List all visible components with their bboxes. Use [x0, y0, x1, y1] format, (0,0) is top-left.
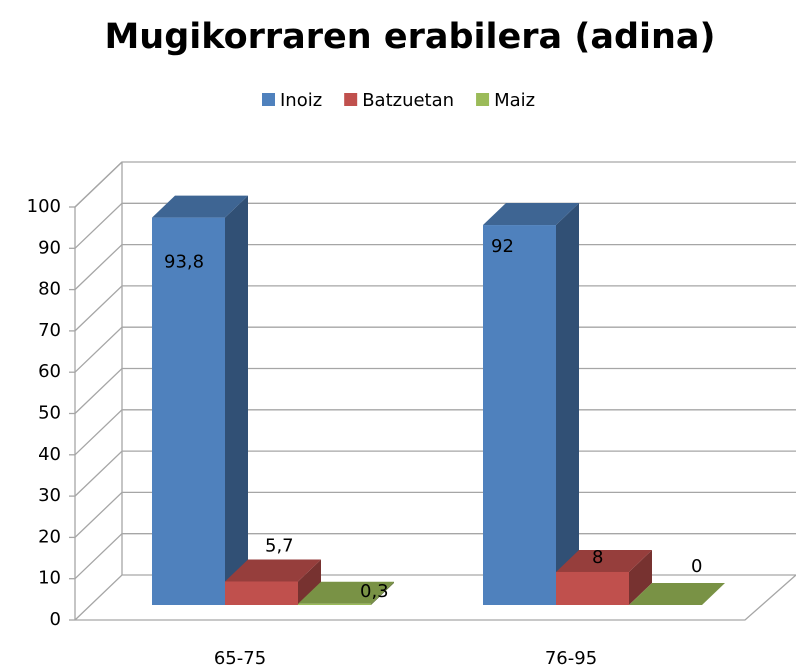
y-tick-label: 80: [38, 279, 61, 300]
y-tick-label: 30: [38, 485, 61, 506]
bar: [298, 603, 371, 605]
bar-top: [556, 549, 652, 572]
bar-side: [371, 581, 394, 605]
bar-side: [556, 203, 579, 606]
legend-swatch: [476, 93, 490, 106]
legend-swatch: [262, 93, 275, 106]
bar-side: [225, 195, 248, 605]
x-tick-label: 65-75: [214, 648, 266, 669]
data-label: 5,7: [265, 535, 294, 556]
y-tick-label: 60: [38, 361, 61, 382]
bar: [556, 571, 629, 605]
y-tick-label: 100: [27, 196, 61, 217]
x-tick-label: 76-95: [545, 648, 597, 669]
bar-top: [629, 583, 725, 605]
y-tick-label: 40: [38, 444, 61, 465]
y-tick-label: 70: [38, 320, 61, 341]
data-label: 0,3: [360, 581, 389, 602]
bar: [152, 217, 225, 605]
data-label: 92: [491, 236, 514, 257]
data-label: 8: [592, 547, 603, 568]
chart-title: Mugikorraren erabilera (adina): [104, 17, 715, 57]
y-tick-label: 90: [38, 237, 61, 258]
bar-top: [298, 581, 394, 604]
y-tick-label: 50: [38, 403, 61, 424]
legend-label: Batzuetan: [362, 90, 454, 111]
bar: [483, 225, 556, 606]
y-tick-label: 10: [38, 568, 61, 589]
data-label: 93,8: [164, 252, 204, 273]
bar-top: [152, 195, 248, 218]
y-tick-label: 0: [50, 609, 61, 630]
bar: [225, 581, 298, 605]
legend-label: Inoiz: [280, 90, 322, 111]
data-label: 0: [691, 556, 702, 577]
bar-top: [483, 203, 579, 226]
grid-line: [74, 161, 796, 208]
bar-top: [225, 559, 321, 582]
bar-side: [298, 559, 321, 605]
y-tick-label: 20: [38, 526, 61, 547]
legend-label: Maiz: [494, 90, 535, 111]
legend-swatch: [344, 93, 358, 106]
bar-side: [629, 549, 652, 605]
